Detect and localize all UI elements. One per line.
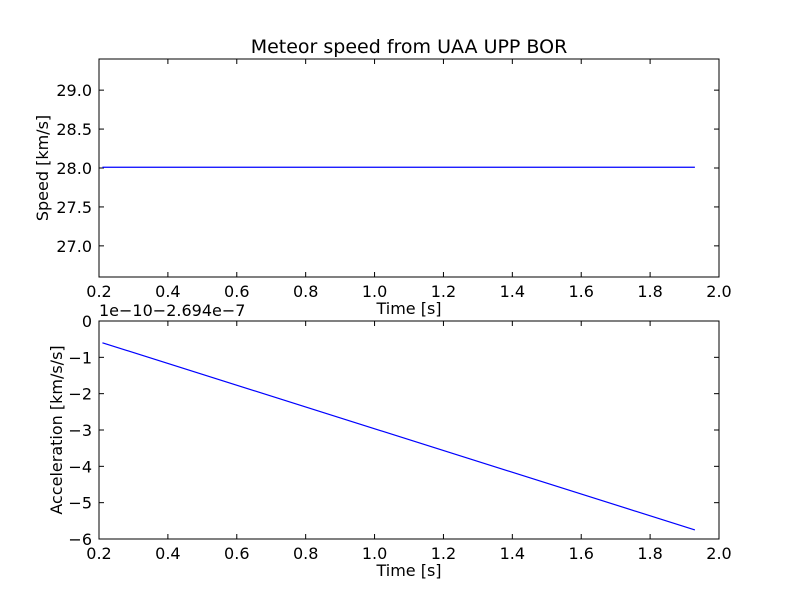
speed-subplot: Time [s] Speed [km/s] 0.2 0.4 0.6 0.8 1.0 1.2… [33, 58, 732, 318]
acceleration-x-tick-label: 1.8 [637, 544, 662, 563]
acceleration-y-tick-label: −6 [68, 530, 92, 549]
speed-y-tick-label: 28.0 [56, 159, 92, 178]
acceleration-y-tick-label: −3 [68, 421, 92, 440]
speed-x-axis-label: Time [s] [375, 299, 441, 318]
acceleration-y-tick-label: −4 [68, 457, 92, 476]
acceleration-plot-frame [98, 320, 720, 540]
acceleration-y-tick-label: −5 [68, 494, 92, 513]
chart-title: Meteor speed from UAA UPP BOR [251, 36, 568, 58]
speed-y-tick-label: 28.5 [56, 120, 92, 139]
acceleration-y-tick-label: −2 [68, 385, 92, 404]
acceleration-x-tick-label: 0.2 [86, 544, 111, 563]
acceleration-x-tick-label: 0.6 [224, 544, 249, 563]
acceleration-x-tick-label: 1.6 [568, 544, 593, 563]
speed-x-tick-label: 2.0 [706, 282, 731, 301]
acceleration-offset-text: 1e−10−2.694e−7 [99, 301, 245, 320]
speed-x-tick-label: 1.8 [637, 282, 662, 301]
speed-y-tick-label: 27.5 [56, 198, 92, 217]
speed-y-tick-label: 29.0 [56, 81, 92, 100]
acceleration-x-tick-label: 1.0 [362, 544, 387, 563]
speed-x-tick-label: 0.6 [224, 282, 249, 301]
acceleration-y-axis-label: Acceleration [km/s/s] [47, 345, 66, 514]
speed-plot-frame [98, 58, 720, 278]
speed-x-tick-label: 1.6 [568, 282, 593, 301]
acceleration-x-tick-label: 0.8 [293, 544, 318, 563]
speed-x-tick-label: 1.0 [362, 282, 387, 301]
speed-x-tick-label: 0.2 [86, 282, 111, 301]
speed-x-tick-label: 1.2 [431, 282, 456, 301]
acceleration-x-tick-label: 1.4 [500, 544, 525, 563]
acceleration-x-tick-label: 2.0 [706, 544, 731, 563]
acceleration-series-line [102, 342, 696, 531]
acceleration-x-tick-label: 1.2 [431, 544, 456, 563]
speed-x-tick-label: 0.4 [155, 282, 180, 301]
speed-y-tick-label: 27.0 [56, 237, 92, 256]
speed-x-tick-label: 1.4 [500, 282, 525, 301]
acceleration-y-tick-label: 0 [82, 312, 92, 331]
speed-y-axis-label: Speed [km/s] [33, 115, 52, 221]
acceleration-x-tick-label: 0.4 [155, 544, 180, 563]
acceleration-y-tick-label: −1 [68, 348, 92, 367]
acceleration-x-axis-label: Time [s] [375, 561, 441, 580]
speed-x-tick-label: 0.8 [293, 282, 318, 301]
acceleration-subplot: Time [s] Acceleration [km/s/s] 1e−10−2.6… [47, 301, 732, 580]
